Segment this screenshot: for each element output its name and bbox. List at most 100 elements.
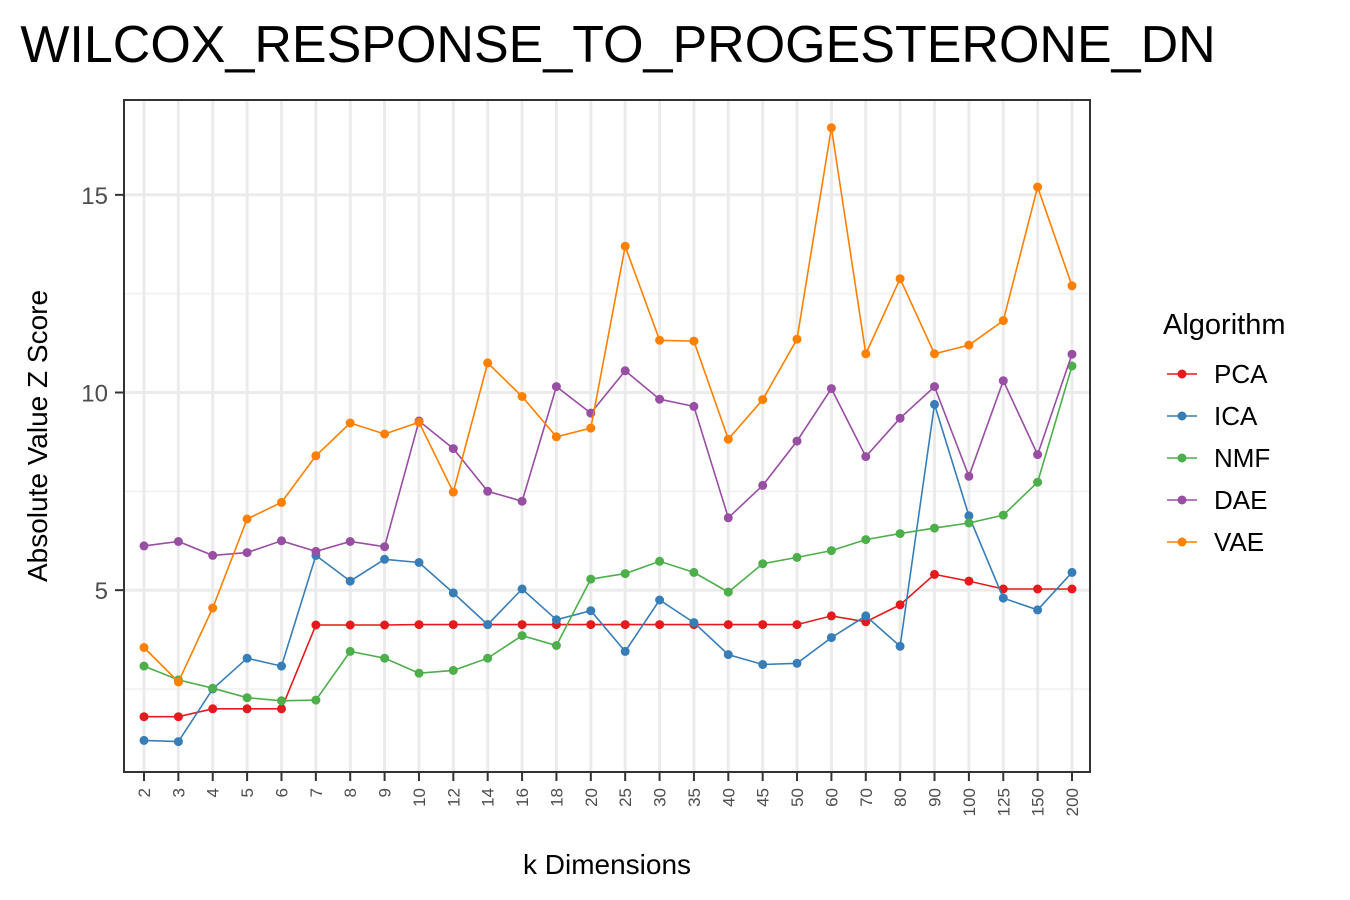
data-point-nmf — [551, 641, 561, 650]
legend: Algorithm PCA ICA NMF DAE VAE — [1163, 309, 1286, 557]
legend-item-dae: DAE — [1167, 485, 1267, 515]
data-point-nmf — [448, 665, 458, 675]
legend-label: DAE — [1214, 485, 1267, 515]
data-point-pca — [173, 712, 183, 722]
data-point-dae — [345, 537, 355, 546]
data-point-dae — [1067, 349, 1077, 359]
data-point-pca — [655, 620, 665, 630]
data-point-vae — [792, 334, 802, 344]
data-point-vae — [242, 514, 252, 524]
data-point-nmf — [689, 567, 699, 577]
x-tick-label: 4 — [204, 788, 223, 797]
x-tick-label: 12 — [444, 788, 463, 807]
data-point-vae — [380, 429, 390, 439]
x-tick-label: 50 — [788, 788, 807, 807]
data-point-vae — [861, 349, 871, 359]
x-tick-label: 40 — [719, 788, 738, 807]
data-point-ica — [517, 584, 527, 594]
data-point-dae — [689, 401, 699, 411]
data-point-dae — [620, 366, 630, 376]
data-point-nmf — [723, 587, 733, 597]
data-point-pca — [517, 620, 527, 630]
data-point-dae — [208, 550, 218, 560]
plot-panel-background — [124, 100, 1090, 772]
series-pca — [139, 569, 1077, 722]
data-point-vae — [930, 349, 939, 359]
data-point-nmf — [758, 559, 768, 569]
x-tick-label: 25 — [616, 788, 635, 807]
x-tick-label: 8 — [341, 788, 360, 797]
data-point-pca — [242, 704, 252, 714]
y-tick-label: 5 — [95, 578, 108, 605]
series-dae — [139, 349, 1077, 560]
data-point-vae — [173, 677, 183, 687]
x-tick-label: 60 — [822, 788, 841, 807]
data-point-nmf — [311, 695, 321, 705]
data-point-vae — [758, 395, 768, 405]
data-point-nmf — [792, 552, 802, 562]
y-axis-title: Absolute Value Z Score — [22, 290, 53, 582]
grid — [124, 100, 1090, 772]
legend-title: Algorithm — [1163, 309, 1286, 341]
data-point-dae — [277, 536, 286, 546]
data-point-nmf — [345, 646, 355, 656]
data-point-ica — [826, 633, 836, 643]
x-tick-label: 14 — [479, 788, 498, 807]
data-point-vae — [311, 451, 321, 461]
data-point-pca — [895, 600, 905, 610]
x-tick-label: 90 — [926, 788, 945, 807]
legend-key-point — [1177, 495, 1187, 505]
data-point-ica — [345, 576, 355, 586]
x-tick-label: 100 — [960, 788, 979, 816]
data-point-dae — [139, 541, 149, 551]
y-tick-label: 10 — [81, 381, 108, 408]
data-point-dae — [964, 471, 974, 481]
x-tick-label: 6 — [272, 788, 291, 797]
data-point-nmf — [861, 535, 871, 545]
data-point-dae — [655, 394, 665, 404]
data-point-pca — [964, 576, 974, 586]
data-point-nmf — [1067, 361, 1077, 371]
series-line-vae — [143, 127, 1073, 684]
data-point-vae — [551, 432, 561, 442]
data-point-ica — [758, 660, 768, 669]
x-tick-label: 20 — [582, 788, 601, 807]
data-point-vae — [1067, 281, 1077, 291]
data-point-ica — [895, 641, 905, 651]
data-point-nmf — [139, 661, 149, 671]
data-point-pca — [448, 620, 458, 630]
legend-key-point — [1177, 369, 1187, 379]
legend-key-point — [1177, 537, 1187, 547]
data-point-nmf — [242, 693, 252, 703]
data-point-dae — [173, 537, 183, 546]
data-point-pca — [758, 620, 768, 630]
series-ica — [139, 399, 1077, 747]
legend-label: ICA — [1214, 401, 1258, 431]
data-point-dae — [380, 542, 390, 552]
data-point-dae — [792, 436, 802, 446]
data-point-vae — [689, 336, 699, 346]
data-point-pca — [1067, 584, 1077, 594]
x-tick-label: 16 — [513, 788, 532, 807]
data-point-pca — [277, 704, 286, 714]
legend-item-nmf: NMF — [1167, 443, 1270, 473]
data-point-ica — [139, 735, 149, 745]
chart-title: WILCOX_RESPONSE_TO_PROGESTERONE_DN — [20, 16, 1215, 74]
data-point-vae — [208, 603, 218, 613]
data-point-vae — [517, 392, 527, 401]
x-axis-title: k Dimensions — [523, 849, 691, 880]
data-point-ica — [620, 646, 630, 656]
legend-key-point — [1177, 453, 1187, 463]
x-tick-label: 30 — [651, 788, 670, 807]
data-point-nmf — [930, 523, 939, 533]
plot-panel-border — [123, 99, 1091, 773]
data-point-ica — [655, 595, 665, 605]
x-tick-label: 200 — [1063, 788, 1082, 816]
data-point-nmf — [414, 668, 424, 678]
data-point-pca — [620, 620, 630, 630]
data-point-pca — [1033, 584, 1043, 594]
data-point-dae — [517, 496, 527, 506]
data-point-ica — [448, 588, 458, 598]
data-point-dae — [758, 480, 768, 490]
x-tick-label: 9 — [376, 788, 395, 797]
